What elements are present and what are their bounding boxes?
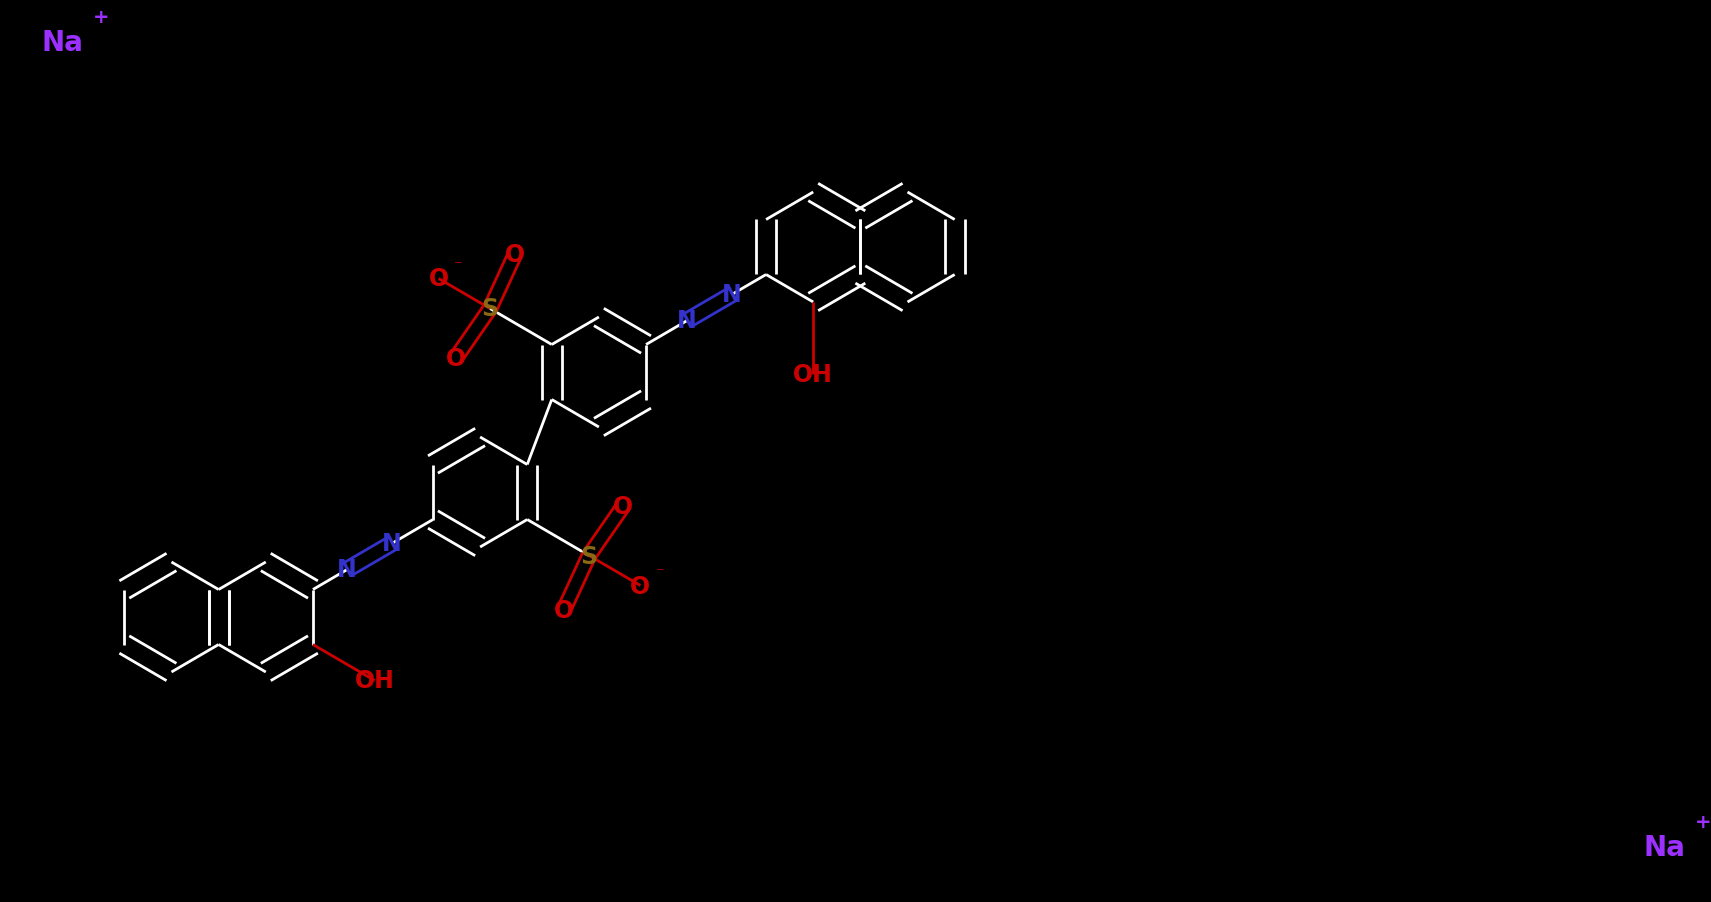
Text: O: O xyxy=(447,346,465,370)
Text: O: O xyxy=(630,574,650,598)
Text: ⁻: ⁻ xyxy=(453,257,462,275)
Text: S: S xyxy=(481,297,498,321)
Text: N: N xyxy=(382,532,402,556)
Text: O: O xyxy=(428,267,448,291)
Text: O: O xyxy=(505,243,525,267)
Text: N: N xyxy=(722,283,741,308)
Text: OH: OH xyxy=(794,363,833,387)
Text: ⁻: ⁻ xyxy=(655,564,664,582)
Text: Na: Na xyxy=(41,29,84,57)
Text: +: + xyxy=(92,8,110,27)
Text: S: S xyxy=(580,544,597,568)
Text: O: O xyxy=(613,495,633,519)
Text: OH: OH xyxy=(354,668,395,693)
Text: O: O xyxy=(554,598,573,622)
Text: Na: Na xyxy=(1643,833,1685,861)
Text: N: N xyxy=(337,557,358,582)
Text: N: N xyxy=(678,309,696,333)
Text: +: + xyxy=(1694,813,1711,832)
